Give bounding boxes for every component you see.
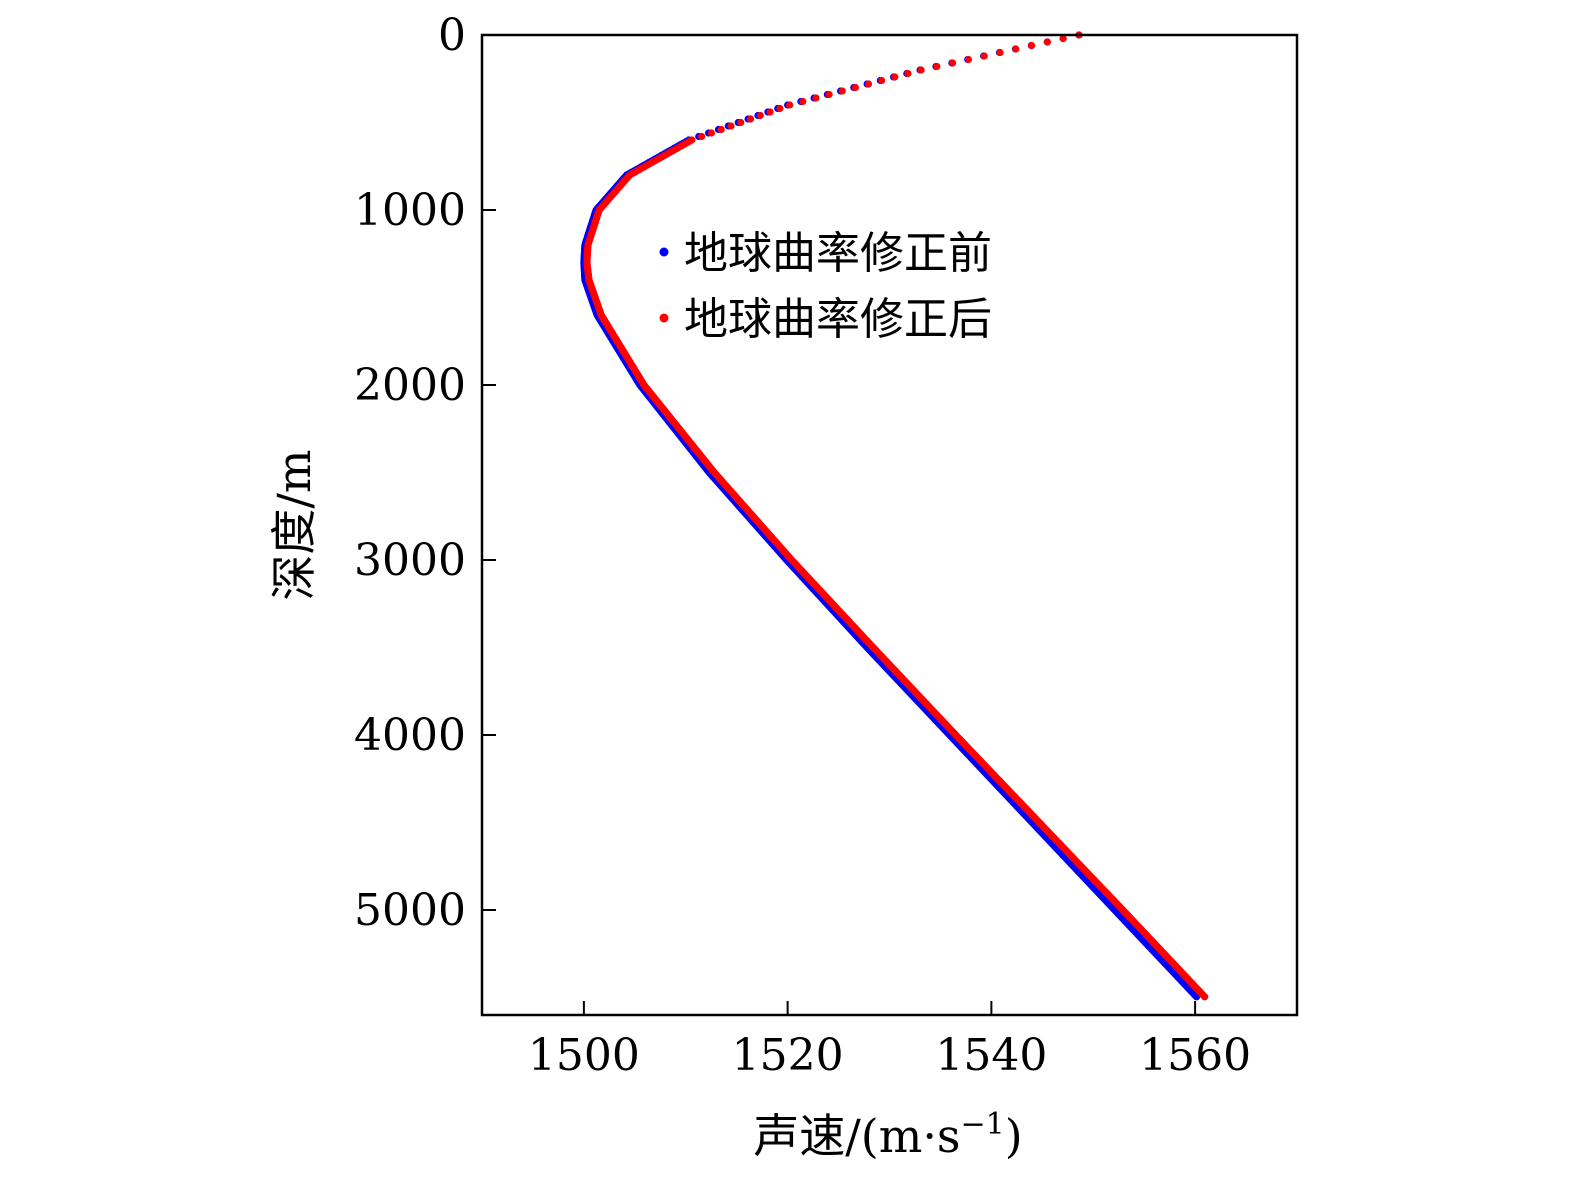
data-point	[864, 80, 873, 88]
data-point	[799, 97, 807, 106]
data-point	[851, 83, 859, 92]
x-tick-label: 1560	[1139, 1030, 1251, 1081]
data-point	[904, 69, 912, 78]
y-axis-label: 深度/m	[267, 449, 321, 600]
x-tick-label: 1520	[732, 1030, 844, 1081]
x-axis-label: 声速/(m·s−1)	[753, 1107, 1022, 1163]
y-tick-label: 1000	[354, 185, 466, 236]
data-point	[698, 132, 706, 141]
legend-marker	[659, 247, 669, 257]
data-point	[825, 90, 833, 99]
data-point	[949, 59, 957, 67]
data-point	[717, 125, 725, 134]
data-point	[891, 73, 899, 81]
data-point	[756, 111, 764, 120]
series-layer	[580, 31, 1209, 1001]
data-point	[980, 52, 988, 60]
legend-marker	[659, 313, 669, 323]
y-tick-label: 2000	[354, 360, 466, 411]
x-tick-label: 1500	[528, 1030, 640, 1081]
y-tick-label: 3000	[354, 535, 466, 586]
legend-label: 地球曲率修正前	[684, 228, 992, 279]
legend-label: 地球曲率修正后	[684, 294, 992, 345]
data-point	[964, 55, 973, 64]
x-tick-label: 1540	[935, 1030, 1047, 1081]
data-point	[812, 94, 820, 102]
data-point	[878, 76, 886, 85]
data-point	[1059, 34, 1067, 43]
data-point	[917, 66, 925, 74]
y-tick-label: 0	[438, 10, 466, 61]
data-point	[1028, 41, 1036, 50]
plot-frame	[480, 33, 1299, 1017]
tick-layer: 1500 1520 1540 1560 0 1000 2000 3000 4000 5000	[354, 10, 1251, 1081]
data-point	[1012, 45, 1020, 53]
data-point	[786, 101, 794, 109]
data-point	[727, 122, 735, 130]
data-point	[1043, 38, 1052, 46]
data-point	[746, 115, 755, 123]
data-point	[996, 48, 1004, 57]
data-point	[933, 62, 941, 71]
data-point	[1201, 993, 1209, 1001]
y-tick-label: 4000	[354, 710, 466, 761]
data-point	[776, 104, 784, 113]
data-point	[737, 118, 745, 127]
y-tick-label: 5000	[354, 885, 466, 936]
series-1	[583, 31, 1209, 1001]
data-point	[766, 108, 774, 116]
data-point	[838, 87, 846, 95]
data-point	[707, 129, 716, 137]
